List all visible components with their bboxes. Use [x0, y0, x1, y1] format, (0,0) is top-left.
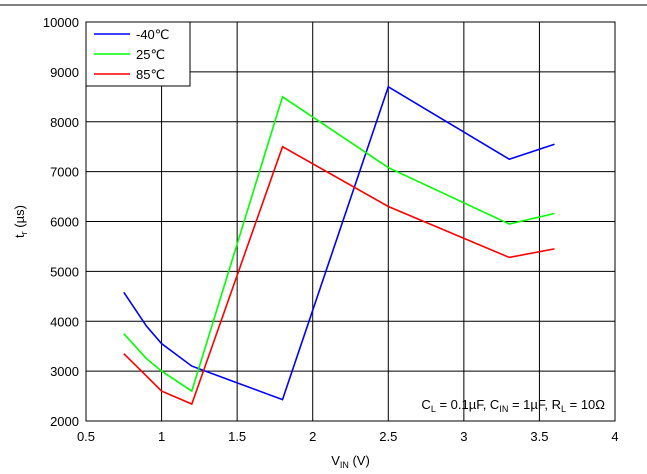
- series-lines: [123, 85, 555, 406]
- plot-frame: [85, 21, 616, 422]
- x-tick-label: 4: [611, 429, 618, 444]
- y-tick-label: 8000: [50, 115, 79, 130]
- x-axis-label: VIN (V): [331, 453, 370, 470]
- x-tick-label: 3.5: [530, 429, 548, 444]
- y-tick-label: 3000: [50, 364, 79, 379]
- x-tick-label: 2.5: [379, 429, 397, 444]
- y-tick-label: 2000: [50, 414, 79, 429]
- x-tick-label: 3: [460, 429, 467, 444]
- x-tick-label: 2: [309, 429, 316, 444]
- x-tick-label: 1.5: [228, 429, 246, 444]
- legend-label: 85℃: [136, 67, 165, 82]
- y-axis-label: tr (µs): [12, 205, 29, 238]
- y-tick-label: 6000: [50, 215, 79, 230]
- y-tick-label: 5000: [50, 264, 79, 279]
- y-tick-labels: 2000 3000 4000 5000 6000 7000 8000 9000 10000: [43, 15, 79, 429]
- legend-label: -40℃: [136, 27, 169, 42]
- series-line-0: [123, 85, 555, 401]
- series-line-2: [123, 145, 555, 406]
- legend-label: 25℃: [136, 47, 165, 62]
- y-tick-label: 10000: [43, 15, 79, 30]
- x-tick-label: 1: [158, 429, 165, 444]
- y-tick-label: 9000: [50, 65, 79, 80]
- series-line-1: [123, 95, 555, 393]
- conditions-annotation: CL = 0.1µF, CIN = 1µF, RL = 10Ω: [421, 397, 605, 414]
- x-tick-labels: 0.5 1 1.5 2 2.5 3 3.5 4: [77, 429, 619, 444]
- x-tick-label: 0.5: [77, 429, 95, 444]
- y-tick-label: 4000: [50, 314, 79, 329]
- y-tick-label: 7000: [50, 165, 79, 180]
- legend: -40℃ 25℃ 85℃: [85, 21, 191, 87]
